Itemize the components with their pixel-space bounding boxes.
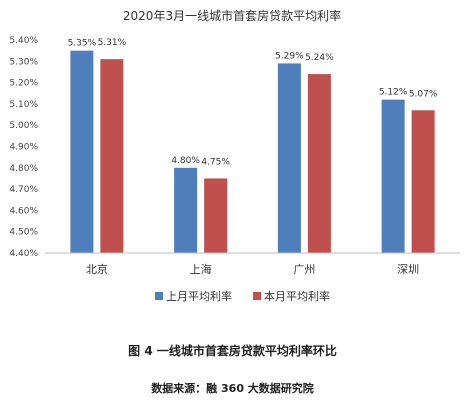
y-tick-label: 5.20%	[9, 79, 38, 89]
figure-caption: 图 4 一线城市首套房贷款平均利率环比	[128, 344, 337, 358]
legend-label: 本月平均利率	[264, 289, 330, 303]
bar-value-label: 5.07%	[409, 89, 438, 99]
bar-value-label: 5.31%	[98, 38, 127, 48]
bar-value-label: 4.80%	[171, 156, 200, 166]
legend-label: 上月平均利率	[166, 289, 232, 303]
bar-this-month	[307, 74, 331, 253]
bar-last-month	[277, 63, 301, 254]
bar-this-month	[100, 59, 124, 253]
bar-value-label: 5.12%	[379, 88, 408, 98]
bar-last-month	[174, 167, 198, 253]
data-source: 数据来源：融 360 大数据研究院	[151, 382, 314, 395]
y-tick-label: 5.00%	[9, 121, 38, 131]
x-tick-label: 上海	[190, 262, 212, 276]
chart-title: 2020年3月一线城市首套房贷款平均利率	[123, 8, 341, 23]
x-tick-label: 北京	[86, 262, 108, 276]
x-axis: 北京 上海 广州 深圳	[45, 252, 460, 276]
bar-last-month	[70, 50, 94, 254]
bar-value-label: 4.75%	[201, 157, 230, 167]
y-tick-label: 4.90%	[9, 143, 38, 153]
y-tick-label: 4.40%	[9, 249, 38, 259]
y-tick-label: 4.60%	[9, 206, 38, 216]
y-tick-label: 5.10%	[9, 100, 38, 110]
y-axis: 5.40% 5.30% 5.20% 5.10% 5.00% 4.90% 4.80% 4.70%…	[9, 36, 38, 259]
bars: 5.35% 5.31% 4.80% 4.75% 5.29% 5.24% 5.12% 5.07%	[68, 38, 438, 254]
y-tick-label: 4.70%	[9, 185, 38, 195]
bar-value-label: 5.29%	[275, 51, 304, 61]
legend-swatch	[155, 292, 163, 300]
bar-this-month	[204, 178, 228, 253]
bar-value-label: 5.24%	[305, 53, 334, 63]
bar-value-label: 5.35%	[68, 39, 97, 49]
bar-last-month	[381, 99, 405, 253]
x-tick-label: 深圳	[397, 263, 419, 276]
y-tick-label: 5.30%	[9, 57, 38, 67]
y-tick-label: 4.50%	[9, 228, 38, 238]
bar-this-month	[411, 110, 435, 253]
legend-swatch	[253, 292, 261, 300]
y-tick-label: 4.80%	[9, 164, 38, 174]
legend: 上月平均利率 本月平均利率	[155, 289, 330, 303]
x-tick-label: 广州	[293, 263, 315, 276]
y-tick-label: 5.40%	[9, 36, 38, 46]
